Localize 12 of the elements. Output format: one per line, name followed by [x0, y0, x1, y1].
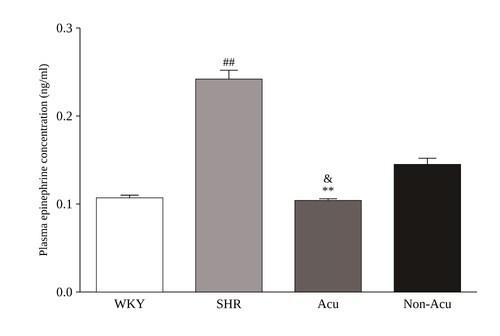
x-tick-label: SHR [217, 300, 242, 308]
x-tick-label: Non-Acu [404, 300, 452, 308]
x-tick-label: WKY [114, 300, 145, 308]
annotation: & [324, 174, 333, 183]
x-tick-label: Acu [317, 300, 339, 308]
y-tick-label: 0.0 [56, 288, 72, 296]
y-tick-label: 0.1 [56, 200, 72, 208]
annotation: ## [223, 58, 235, 66]
y-axis-title: Plasma epinephrine concentration (ng/ml) [39, 64, 50, 256]
y-tick-label: 0.2 [56, 112, 72, 120]
y-tick-label: 0.3 [56, 24, 72, 32]
annotation: ** [322, 186, 334, 192]
